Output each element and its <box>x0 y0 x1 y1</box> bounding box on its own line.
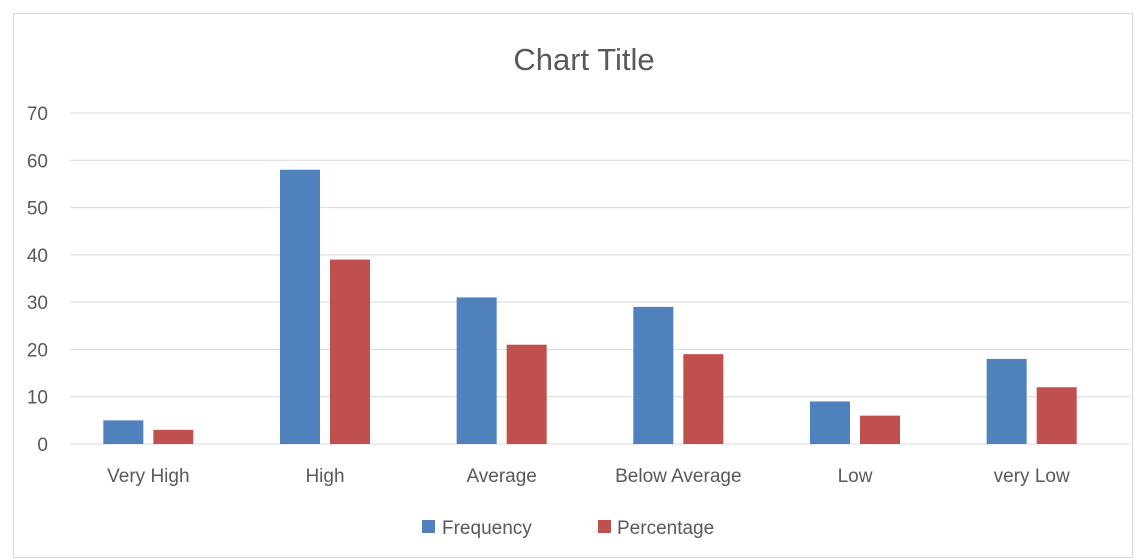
gridlines <box>70 112 1130 445</box>
bar-frequency-4 <box>810 401 850 444</box>
chart-title: Chart Title <box>513 42 654 77</box>
y-tick-label: 40 <box>27 246 48 267</box>
bar-percentage-5 <box>1036 387 1077 444</box>
y-tick-label: 50 <box>27 199 48 220</box>
bars <box>103 169 1077 444</box>
legend-label-percentage: Percentage <box>617 518 714 539</box>
legend-swatch-frequency <box>422 520 435 533</box>
x-tick-label: High <box>305 466 344 487</box>
y-tick-label: 30 <box>27 293 48 314</box>
y-tick-label: 10 <box>27 388 48 409</box>
bar-percentage-2 <box>506 344 547 444</box>
bar-frequency-3 <box>633 306 674 444</box>
bar-percentage-1 <box>330 259 370 444</box>
y-axis-tick-labels: 0 10 20 30 40 50 60 70 <box>27 104 48 456</box>
x-tick-label: Low <box>838 466 873 487</box>
y-tick-label: 0 <box>37 435 48 456</box>
x-tick-label: Very High <box>107 466 189 487</box>
x-tick-label: Average <box>466 466 536 487</box>
x-tick-label: Below Average <box>615 466 741 487</box>
bar-frequency-5 <box>986 358 1027 444</box>
bar-frequency-1 <box>280 169 320 444</box>
x-tick-label: very Low <box>994 466 1070 487</box>
bar-frequency-2 <box>456 297 497 444</box>
legend-label-frequency: Frequency <box>442 518 532 539</box>
y-tick-label: 60 <box>27 151 48 172</box>
bar-frequency-0 <box>103 420 144 444</box>
bar-percentage-0 <box>153 429 194 444</box>
bar-percentage-4 <box>860 415 900 444</box>
legend: Frequency Percentage <box>422 518 714 539</box>
bar-percentage-3 <box>683 354 724 444</box>
y-tick-label: 20 <box>27 340 48 361</box>
x-axis-tick-labels: Very High High Average Below Average Low very… <box>107 466 1070 487</box>
legend-swatch-percentage <box>598 520 611 533</box>
y-tick-label: 70 <box>27 104 48 125</box>
chart-frame <box>13 13 1133 558</box>
